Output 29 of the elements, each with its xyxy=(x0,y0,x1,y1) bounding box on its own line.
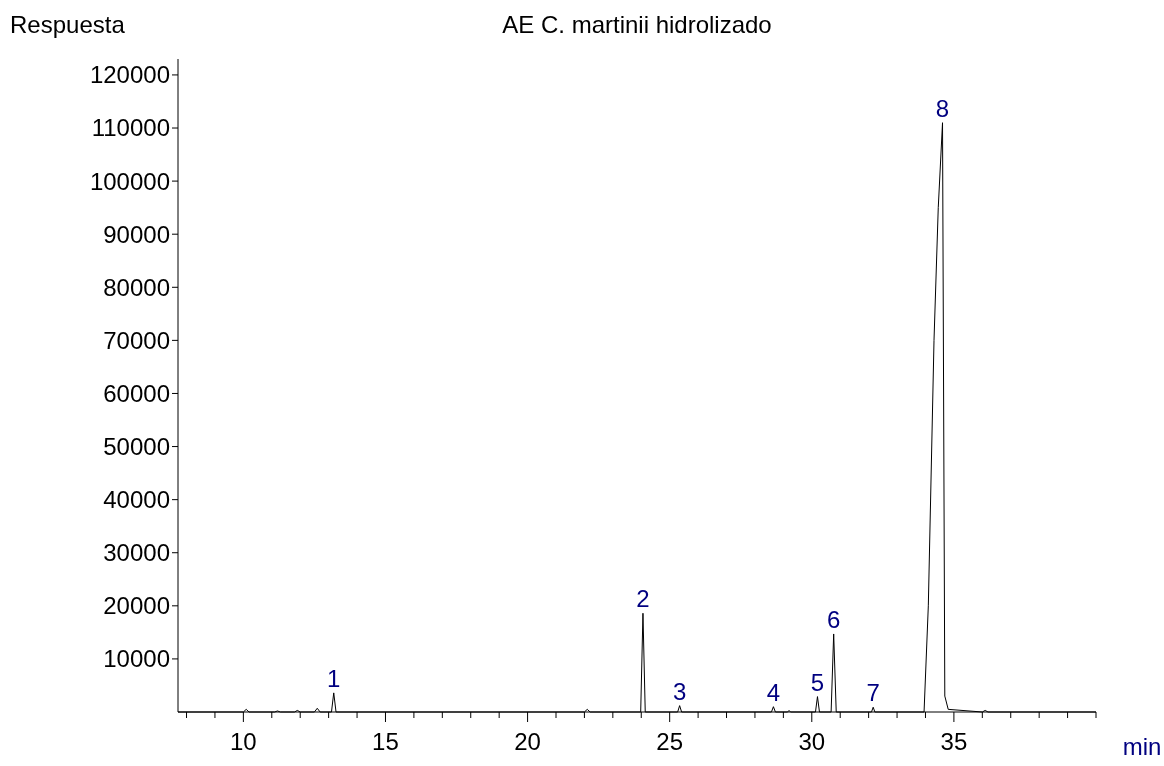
annotation: 5 xyxy=(810,668,825,696)
y-tick-label: 120000 xyxy=(89,61,170,89)
annotation: 6 xyxy=(826,605,841,633)
y-tick-label: 40000 xyxy=(103,486,170,514)
y-tick-label: 50000 xyxy=(103,432,170,460)
annotation: 2 xyxy=(636,585,650,613)
x-tick-label: 10 xyxy=(230,728,257,755)
y-tick-label: 100000 xyxy=(89,167,170,195)
y-axis-title: Respuesta xyxy=(10,11,126,38)
annotation: 1 xyxy=(327,664,341,692)
y-tick-label: 110000 xyxy=(91,114,170,142)
y-tick-label: 20000 xyxy=(103,592,170,620)
y-tick-label: 80000 xyxy=(103,273,170,301)
annotation: 3 xyxy=(672,677,687,705)
x-tick-label: 30 xyxy=(798,728,826,755)
y-tick-label: 90000 xyxy=(103,220,170,248)
x-axis-title: min xyxy=(1122,733,1162,760)
y-tick-label: 30000 xyxy=(103,539,170,567)
x-tick-label: 20 xyxy=(514,728,541,755)
annotation: 8 xyxy=(935,94,950,122)
y-tick-label: 10000 xyxy=(103,645,170,673)
chart-title: AE C. martinii hidrolizado xyxy=(502,11,772,38)
x-tick-label: 25 xyxy=(656,728,684,755)
x-tick-label: 35 xyxy=(940,728,968,755)
y-tick-label: 60000 xyxy=(103,379,170,407)
x-tick-label: 15 xyxy=(372,728,399,755)
annotation: 4 xyxy=(766,678,781,706)
y-tick-label: 70000 xyxy=(103,326,170,354)
annotation: 7 xyxy=(866,679,880,707)
